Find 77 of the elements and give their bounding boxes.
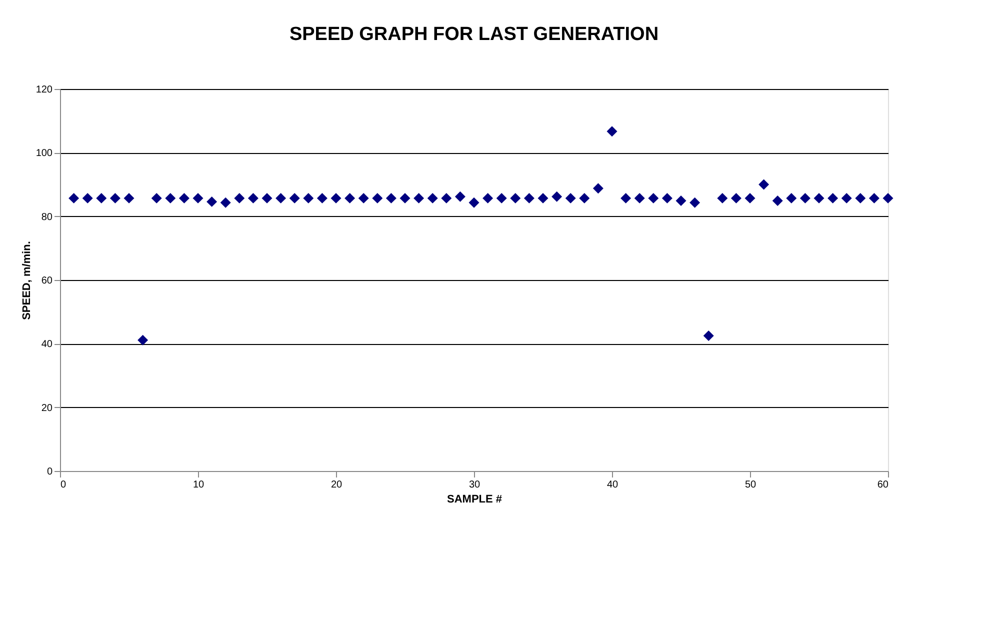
point: [496, 192, 507, 204]
point: [303, 192, 314, 204]
point: [510, 192, 521, 204]
y-axis-title: SPEED, m/min.: [20, 241, 33, 320]
point: [68, 192, 80, 204]
point: [124, 192, 134, 204]
x-tick-label: 20: [330, 480, 342, 490]
point: [676, 195, 686, 206]
point: [620, 192, 632, 204]
x-tick-label: 50: [744, 480, 756, 490]
point: [841, 192, 852, 204]
point: [552, 191, 562, 202]
point: [744, 192, 756, 204]
point: [151, 192, 162, 204]
point: [882, 192, 894, 204]
point: [441, 192, 452, 204]
point: [82, 192, 93, 204]
point: [234, 192, 245, 204]
y-tick-label: 120: [36, 84, 53, 96]
point: [868, 192, 880, 204]
point: [772, 195, 783, 206]
point: [110, 192, 120, 204]
y-tick-label: 80: [41, 212, 53, 223]
point: [565, 192, 576, 204]
point: [648, 192, 659, 204]
point: [662, 192, 672, 204]
point: [220, 197, 231, 208]
point: [344, 192, 356, 204]
point: [634, 192, 645, 204]
point: [400, 192, 410, 204]
point: [855, 192, 866, 204]
point: [96, 192, 107, 204]
point: [248, 192, 258, 204]
point: [717, 192, 728, 204]
point: [414, 192, 424, 204]
point: [178, 192, 190, 204]
y-tick-label: 40: [41, 339, 53, 350]
x-tick-label: 0: [60, 480, 66, 490]
point: [427, 192, 438, 204]
x-axis-title: SAMPLE #: [446, 494, 502, 506]
point: [524, 192, 534, 204]
point: [758, 179, 770, 190]
point: [579, 192, 590, 204]
point: [538, 192, 548, 204]
point: [358, 192, 369, 204]
point: [814, 192, 824, 204]
point: [192, 192, 204, 204]
point: [592, 183, 604, 194]
chart-title: SPEED GRAPH FOR LAST GENERATION: [289, 24, 659, 45]
y-tick-label: 100: [36, 148, 53, 160]
point: [206, 196, 218, 207]
point: [482, 192, 494, 204]
point: [276, 192, 286, 204]
point: [828, 192, 838, 204]
point: [468, 197, 480, 208]
point: [730, 192, 742, 204]
y-tick-label: 60: [41, 276, 53, 286]
point: [165, 192, 176, 204]
point: [138, 334, 148, 346]
point: [330, 192, 342, 204]
x-tick-label: 40: [606, 480, 618, 490]
x-tick-label: 30: [468, 480, 480, 490]
x-tick-label: 60: [877, 480, 889, 490]
point: [289, 192, 300, 204]
point: [386, 192, 396, 204]
point: [454, 191, 466, 202]
point: [703, 330, 714, 341]
y-tick-label: 0: [46, 466, 53, 478]
y-tick-label: 20: [41, 402, 53, 414]
point: [372, 192, 383, 204]
point: [606, 126, 618, 137]
x-tick-label: 10: [192, 480, 204, 490]
point: [262, 192, 272, 204]
point: [316, 192, 328, 204]
point: [800, 192, 810, 204]
point: [786, 192, 797, 204]
point: [690, 197, 700, 208]
